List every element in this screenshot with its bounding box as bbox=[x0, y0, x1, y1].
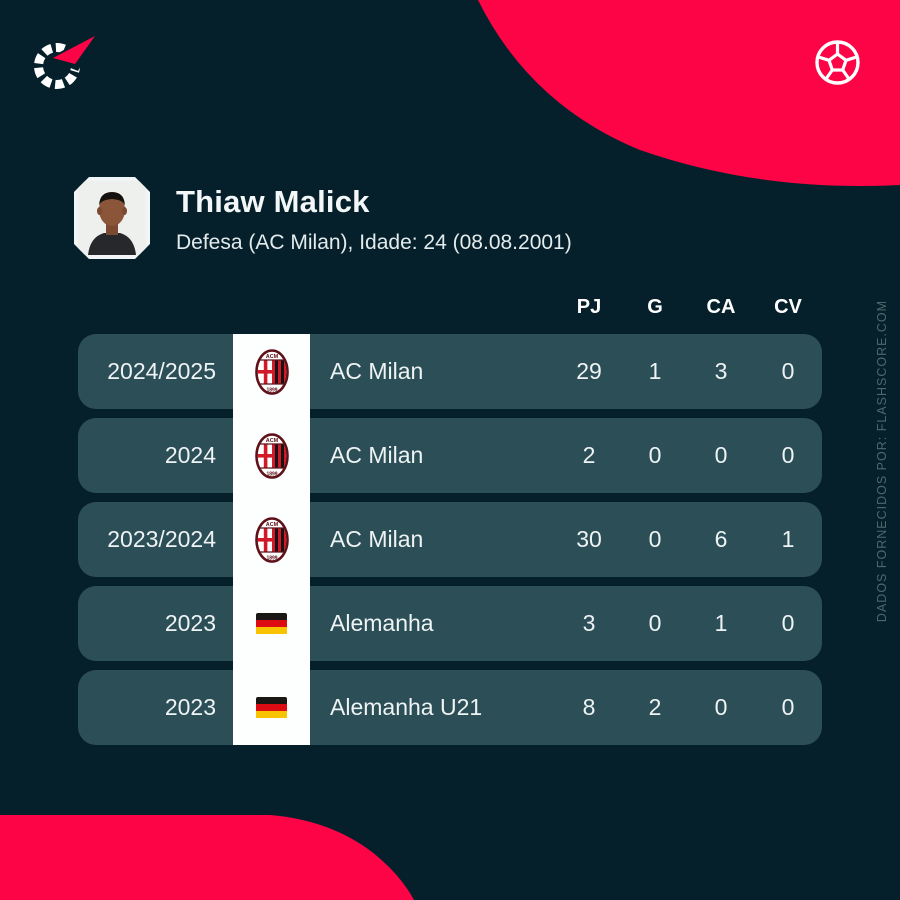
badge-slot bbox=[233, 586, 310, 661]
table-row: 2024/2025 AC Milan 29 1 3 0 bbox=[78, 334, 822, 409]
stat-g: 1 bbox=[648, 358, 662, 384]
team-cell: Alemanha U21 bbox=[330, 694, 483, 720]
svg-text:1899: 1899 bbox=[266, 555, 277, 561]
svg-text:ACM: ACM bbox=[265, 522, 278, 528]
svg-text:1899: 1899 bbox=[266, 471, 277, 477]
table-body: 2024/2025 AC Milan 29 1 3 0 2024 AC Mila… bbox=[78, 334, 822, 745]
ac-milan-crest-icon: ACM 1899 bbox=[254, 432, 289, 479]
badge-column-strip: ACM 1899 bbox=[233, 334, 310, 745]
column-header-g: G bbox=[647, 295, 663, 318]
column-header-pj: PJ bbox=[576, 295, 602, 318]
ac-milan-crest-icon: ACM 1899 bbox=[254, 516, 289, 563]
stat-ca: 1 bbox=[714, 610, 728, 636]
team-cell: AC Milan bbox=[330, 442, 424, 468]
stat-pj: 30 bbox=[576, 526, 602, 552]
player-header: Thiaw Malick Defesa (AC Milan), Idade: 2… bbox=[74, 177, 572, 259]
season-cell: 2023 bbox=[164, 694, 216, 720]
table-row: 2024 AC Milan 2 0 0 0 bbox=[78, 418, 822, 493]
column-header-ca: CA bbox=[706, 295, 736, 318]
data-provider-watermark: DADOS FORNECIDOS POR: FLASHSCORE.COM bbox=[875, 299, 889, 623]
svg-text:ACM: ACM bbox=[265, 354, 278, 360]
stat-ca: 0 bbox=[714, 442, 728, 468]
stat-cv: 0 bbox=[781, 442, 795, 468]
stat-ca: 6 bbox=[714, 526, 728, 552]
season-stats-table: PJ G CA CV 2024/2025 AC Milan 29 1 3 0 2… bbox=[78, 280, 822, 754]
player-details: Defesa (AC Milan), Idade: 24 (08.08.2001… bbox=[176, 231, 572, 254]
season-cell: 2023/2024 bbox=[107, 526, 216, 552]
player-text-block: Thiaw Malick Defesa (AC Milan), Idade: 2… bbox=[176, 184, 572, 255]
stat-pj: 3 bbox=[582, 610, 596, 636]
badge-slot: ACM 1899 bbox=[233, 502, 310, 577]
season-cell: 2024/2025 bbox=[107, 358, 216, 384]
player-name: Thiaw Malick bbox=[176, 184, 370, 219]
stat-cv: 0 bbox=[781, 610, 795, 636]
team-cell: AC Milan bbox=[330, 358, 424, 384]
badge-slot bbox=[233, 670, 310, 745]
table-row: 2023/2024 AC Milan 30 0 6 1 bbox=[78, 502, 822, 577]
player-photo bbox=[78, 181, 146, 255]
svg-text:ACM: ACM bbox=[265, 438, 278, 444]
season-cell: 2024 bbox=[164, 442, 216, 468]
stat-pj: 29 bbox=[576, 358, 602, 384]
table-row: 2023 Alemanha 3 0 1 0 bbox=[78, 586, 822, 661]
svg-text:1899: 1899 bbox=[266, 387, 277, 393]
table-row: 2023 Alemanha U21 8 2 0 0 bbox=[78, 670, 822, 745]
stat-g: 0 bbox=[648, 610, 662, 636]
stat-g: 0 bbox=[648, 526, 662, 552]
stat-cv: 0 bbox=[781, 694, 795, 720]
stat-pj: 8 bbox=[582, 694, 596, 720]
table-header-row: PJ G CA CV bbox=[78, 280, 822, 334]
player-avatar bbox=[74, 177, 150, 259]
germany-flag-icon bbox=[256, 696, 287, 719]
stat-cv: 0 bbox=[781, 358, 795, 384]
stat-cv: 1 bbox=[781, 526, 795, 552]
flashscore-logo-icon bbox=[34, 34, 98, 89]
badge-slot: ACM 1899 bbox=[233, 334, 310, 409]
stat-pj: 2 bbox=[582, 442, 596, 468]
season-cell: 2023 bbox=[164, 610, 216, 636]
stat-ca: 0 bbox=[714, 694, 728, 720]
badge-slot: ACM 1899 bbox=[233, 418, 310, 493]
stat-g: 0 bbox=[648, 442, 662, 468]
stat-g: 2 bbox=[648, 694, 662, 720]
football-icon bbox=[815, 40, 860, 85]
column-header-cv: CV bbox=[774, 295, 802, 318]
germany-flag-icon bbox=[256, 612, 287, 635]
team-cell: Alemanha bbox=[330, 610, 434, 636]
team-cell: AC Milan bbox=[330, 526, 424, 552]
ac-milan-crest-icon: ACM 1899 bbox=[254, 348, 289, 395]
stat-ca: 3 bbox=[714, 358, 728, 384]
